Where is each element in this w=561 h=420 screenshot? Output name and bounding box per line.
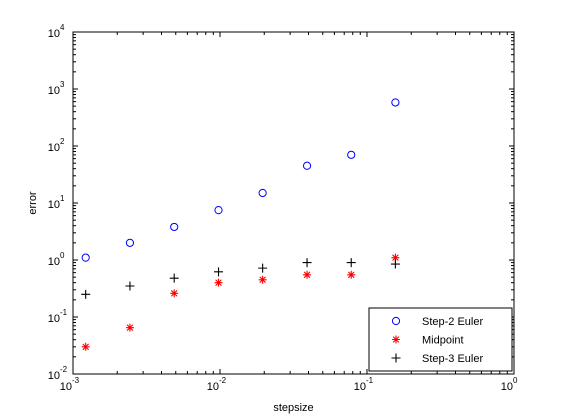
y-tick-label: 10-1 [48,308,68,325]
data-point [125,323,134,332]
data-point [347,150,356,159]
data-point [258,263,268,273]
legend-label: Step-3 Euler [422,353,483,365]
data-point [347,270,356,279]
data-point [258,188,267,198]
y-tick-label: 104 [48,23,65,40]
y-tick-base: 10 [48,85,60,97]
data-point [390,259,400,269]
x-tick-label: 10-3 [60,376,80,393]
data-point [303,270,312,279]
y-tick-label: 10-2 [48,365,68,382]
legend-item: Midpoint [392,335,464,347]
data-point [302,161,312,170]
y-tick-base: 10 [48,313,60,325]
legend: Step-2 Euler Midpoint Step-3 Euler [368,307,513,372]
x-tick-base: 10 [207,381,219,393]
data-point [125,238,135,247]
y-tick-base: 10 [48,256,60,268]
y-tick-label: 103 [48,80,65,97]
data-point [170,289,179,298]
data-point [81,253,90,262]
x-tick-label: 10-2 [207,376,227,393]
y-tick-label: 102 [48,137,65,154]
y-tick-exp: -2 [60,365,68,374]
y-tick-label: 100 [48,251,65,268]
y-axis-label: error [27,191,39,215]
x-tick-label: 100 [501,376,518,393]
data-point [81,342,90,351]
y-tick-base: 10 [48,28,60,40]
legend-label: Step-2 Euler [422,316,483,328]
legend-marker [391,316,401,326]
y-tick-exp: -1 [60,308,68,317]
data-point [214,278,223,287]
series-midpoint [81,253,400,351]
x-tick-label: 10-1 [354,376,374,393]
x-tick-exp: -1 [366,376,374,385]
y-tick-base: 10 [48,142,60,154]
data-point [391,253,400,262]
data-point [391,98,400,107]
x-tick-base: 10 [354,381,366,393]
x-axis-label: stepsize [273,402,313,414]
legend-marker [391,353,401,363]
data-point [258,275,267,284]
legend-label: Midpoint [422,335,464,347]
data-point [346,258,356,268]
data-point [214,206,223,215]
data-point [125,281,135,291]
y-tick-exp: 3 [60,80,65,89]
series-step-3-euler [81,258,400,299]
y-tick-exp: 4 [60,23,65,32]
legend-item: Step-2 Euler [391,316,483,328]
data-point [169,273,179,283]
x-tick-base: 10 [60,381,72,393]
x-tick-exp: -3 [72,376,80,385]
data-point [214,267,224,277]
data-point [302,258,312,268]
x-tick-exp: -2 [219,376,227,385]
y-tick-exp: 1 [60,194,65,203]
y-tick-exp: 0 [60,251,65,260]
y-tick-label: 101 [48,194,65,211]
y-tick-base: 10 [48,199,60,211]
legend-item: Step-3 Euler [391,353,483,365]
data-markers [81,98,400,351]
x-tick-base: 10 [501,381,513,393]
y-tick-exp: 2 [60,137,65,146]
axis-ticks [72,31,515,375]
y-tick-base: 10 [48,370,60,382]
data-point [81,289,91,299]
series-step-2-euler [81,98,400,262]
legend-marker [392,335,400,344]
data-point [170,222,179,232]
x-tick-exp: 0 [513,376,518,385]
